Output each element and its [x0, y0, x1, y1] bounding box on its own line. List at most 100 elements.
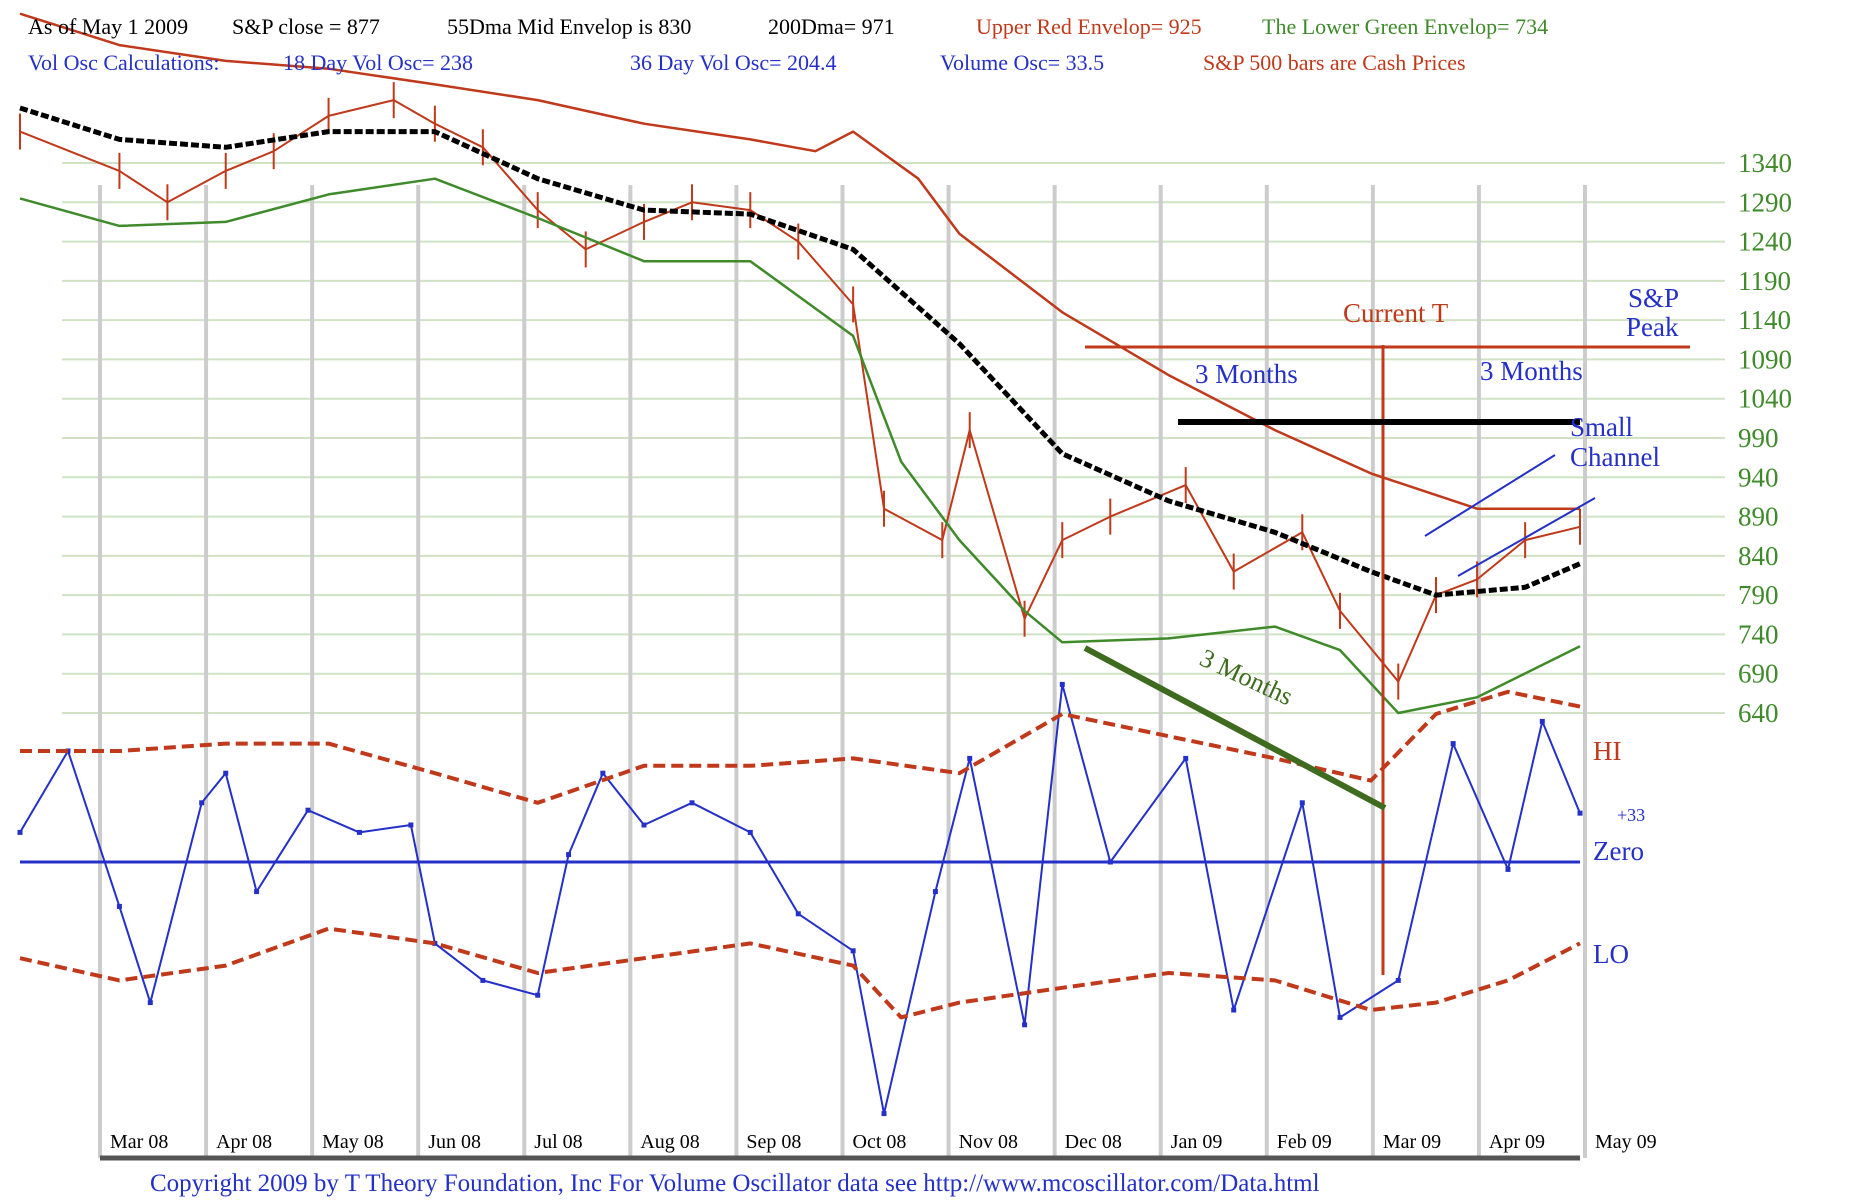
plus33-label: +33	[1617, 805, 1645, 825]
series-layer	[19, 12, 1581, 715]
osc-line-lo	[19, 926, 1581, 1020]
series-line-upper-red-envelop	[19, 12, 1580, 510]
price-tick-label: 890	[1738, 502, 1779, 532]
price-grid-lines	[62, 162, 1725, 714]
price-tick-label: 1090	[1738, 344, 1792, 374]
month-tick-label: Mar 08	[110, 1131, 168, 1153]
osc-point	[147, 1000, 153, 1006]
header-volume-osc: Volume Osc= 33.5	[940, 50, 1105, 75]
osc-point	[1577, 810, 1583, 816]
price-tick-label: 840	[1738, 541, 1779, 571]
month-tick-label: Mar 09	[1383, 1131, 1441, 1153]
osc-point	[1231, 1007, 1237, 1013]
osc-point	[967, 755, 973, 761]
price-tick-label: 990	[1738, 423, 1779, 453]
sp-peak-label-line2: Peak	[1626, 312, 1679, 342]
header-upper-envelope: Upper Red Envelop= 925	[976, 14, 1202, 39]
osc-point	[1022, 1022, 1028, 1028]
osc-point	[1450, 741, 1456, 747]
osc-point	[1059, 681, 1065, 687]
months-right-label: 3 Months	[1480, 356, 1583, 386]
price-tick-label: 940	[1738, 462, 1779, 492]
price-tick-label: 740	[1738, 619, 1779, 649]
month-tick-label: Sep 08	[746, 1131, 801, 1153]
month-tick-label: Feb 09	[1277, 1131, 1332, 1153]
osc-point	[1395, 977, 1401, 983]
header-55dma: 55Dma Mid Envelop is 830	[447, 14, 692, 39]
small-label: Small	[1570, 412, 1633, 442]
header-200dma: 200Dma= 971	[768, 14, 895, 39]
osc-point	[1183, 755, 1189, 761]
price-tick-label: 640	[1738, 698, 1779, 728]
month-tick-label: Nov 08	[959, 1131, 1018, 1153]
osc-line-hi	[20, 689, 1581, 805]
channel-upper-line	[1424, 454, 1556, 537]
osc-point	[1337, 1014, 1343, 1020]
month-tick-label: Apr 08	[216, 1131, 272, 1153]
osc-point	[747, 829, 753, 835]
header-sp-close: S&P close = 877	[232, 14, 380, 39]
osc-point	[881, 1111, 887, 1117]
price-axis: 1340 1290 1240 1190 1140 1090 1040 990 940 890 840…	[1738, 148, 1792, 728]
osc-point	[795, 911, 801, 917]
osc-point	[850, 948, 856, 954]
channel-label: Channel	[1570, 442, 1660, 472]
osc-point	[305, 807, 311, 813]
lo-label: LO	[1593, 939, 1629, 969]
channel-lower-line	[1457, 497, 1596, 577]
month-gridlines	[98, 185, 1587, 1158]
price-tick-label: 1140	[1738, 305, 1791, 335]
price-tick-label: 1240	[1738, 227, 1792, 257]
hi-label: HI	[1593, 736, 1622, 766]
osc-point	[356, 829, 362, 835]
osc-line-volume-osc	[19, 683, 1581, 1115]
osc-point	[535, 992, 541, 998]
header-vol-osc-calc: Vol Osc Calculations:	[28, 50, 220, 75]
months-left-label: 3 Months	[1195, 359, 1298, 389]
month-tick-label: Oct 08	[853, 1131, 907, 1153]
osc-point	[1505, 866, 1511, 872]
osc-point	[689, 800, 695, 806]
price-tick-label: 1190	[1738, 266, 1791, 296]
month-tick-label: Jun 08	[428, 1131, 481, 1153]
oscillator-layer	[17, 681, 1583, 1117]
header-18day: 18 Day Vol Osc= 238	[283, 50, 474, 75]
osc-point	[116, 903, 122, 909]
osc-point	[1539, 718, 1545, 724]
price-tick-label: 1340	[1738, 148, 1792, 178]
month-tick-label: Dec 08	[1065, 1131, 1122, 1153]
osc-point	[223, 770, 229, 776]
price-tick-label: 1040	[1738, 384, 1792, 414]
header-lower-envelope: The Lower Green Envelop= 734	[1262, 14, 1549, 39]
osc-point	[17, 829, 23, 835]
zero-label: Zero	[1593, 836, 1644, 866]
month-tick-label: Apr 09	[1489, 1131, 1545, 1153]
osc-point	[1299, 800, 1305, 806]
header-as-of: As of May 1 2009	[28, 14, 189, 39]
months-green-label: 3 Months	[1195, 643, 1297, 711]
month-axis: Mar 08 Apr 08 May 08 Jun 08 Jul 08 Aug 08 Sep …	[110, 1131, 1657, 1153]
osc-point	[254, 889, 260, 895]
month-tick-label: May 08	[322, 1131, 384, 1153]
header-cash-prices: S&P 500 bars are Cash Prices	[1203, 50, 1466, 75]
month-tick-label: Jan 09	[1171, 1131, 1223, 1153]
osc-point	[600, 770, 606, 776]
header-36day: 36 Day Vol Osc= 204.4	[630, 50, 837, 75]
price-tick-label: 790	[1738, 580, 1779, 610]
month-tick-label: Aug 08	[640, 1131, 699, 1153]
copyright-footer: Copyright 2009 by T Theory Foundation, I…	[150, 1170, 1320, 1197]
osc-point	[932, 889, 938, 895]
month-tick-label: Jul 08	[534, 1131, 582, 1153]
sp-peak-label-line1: S&P	[1628, 283, 1679, 313]
green-trend-line	[1083, 645, 1387, 811]
osc-point	[408, 822, 414, 828]
price-tick-label: 690	[1738, 659, 1779, 689]
month-tick-label: May 09	[1595, 1131, 1657, 1153]
osc-point	[199, 800, 205, 806]
osc-point	[641, 822, 647, 828]
current-t-label: Current T	[1343, 298, 1449, 328]
osc-point	[566, 852, 572, 858]
series-line-the-lower-green-envelop	[19, 177, 1581, 715]
price-tick-label: 1290	[1738, 187, 1792, 217]
